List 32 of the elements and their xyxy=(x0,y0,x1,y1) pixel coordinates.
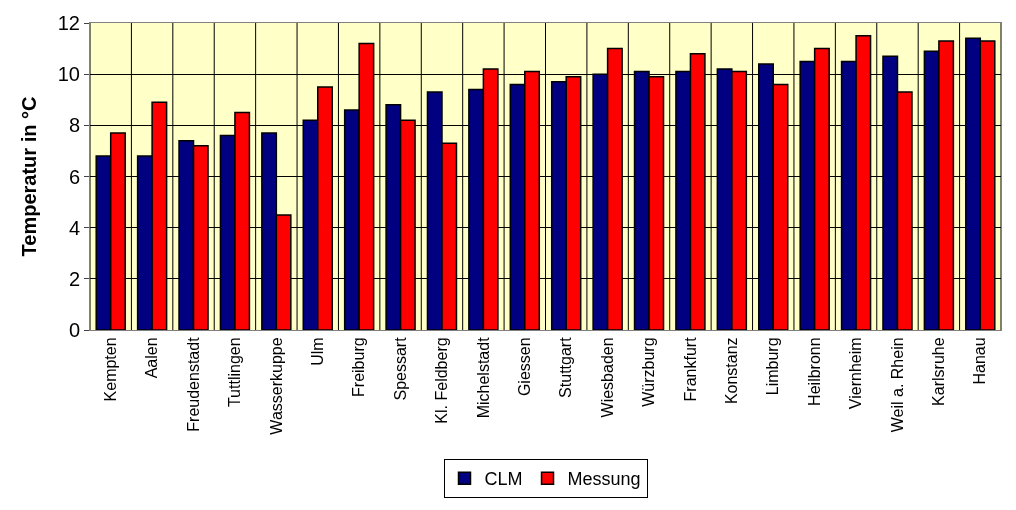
x-tick-label: Freiburg xyxy=(350,337,368,397)
x-tick-label: Konstanz xyxy=(723,337,741,405)
y-tick-label: 8 xyxy=(68,114,80,137)
x-tick-label: Tuttlingen xyxy=(226,337,244,408)
x-tick-label: Kl. Feldberg xyxy=(433,337,451,424)
x-tick-label: Freudenstadt xyxy=(184,336,202,432)
y-tick-label: 12 xyxy=(57,12,80,34)
legend-label: Messung xyxy=(567,469,641,490)
x-tick-label: Heilbronn xyxy=(805,337,823,406)
y-tick-label: 4 xyxy=(68,216,80,239)
x-tick-label: Viernheim xyxy=(847,337,865,410)
x-tick-label: Karlsruhe xyxy=(930,337,948,406)
x-tick-label: Spessart xyxy=(391,336,409,401)
x-tick-label: Giessen xyxy=(516,337,533,397)
x-tick-label: Limburg xyxy=(764,337,782,396)
x-tick-label: Wiesbaden xyxy=(598,337,616,418)
x-tick-label: Weil a. Rhein xyxy=(888,337,906,433)
x-tick-label: Aalen xyxy=(143,337,161,379)
x-tick-label: Kempten xyxy=(101,337,119,402)
y-axis-title: Temperatur in °C xyxy=(18,96,41,257)
x-tick-label: Hanau xyxy=(971,337,989,385)
x-tick-label: Wasserkuppe xyxy=(267,337,285,435)
y-tick-label: 10 xyxy=(57,63,80,86)
y-tick-label: 0 xyxy=(68,319,80,341)
x-tick-label: Frankfurt xyxy=(681,336,699,402)
y-tick-label: 2 xyxy=(68,267,80,290)
x-tick-label: Ulm xyxy=(308,337,326,366)
legend-label: CLM xyxy=(484,469,523,490)
x-tick-label: Michelstadt xyxy=(474,336,492,419)
y-tick-label: 6 xyxy=(68,165,80,188)
x-tick-label: Stuttgart xyxy=(557,336,575,398)
x-tick-label: Würzburg xyxy=(640,337,658,407)
